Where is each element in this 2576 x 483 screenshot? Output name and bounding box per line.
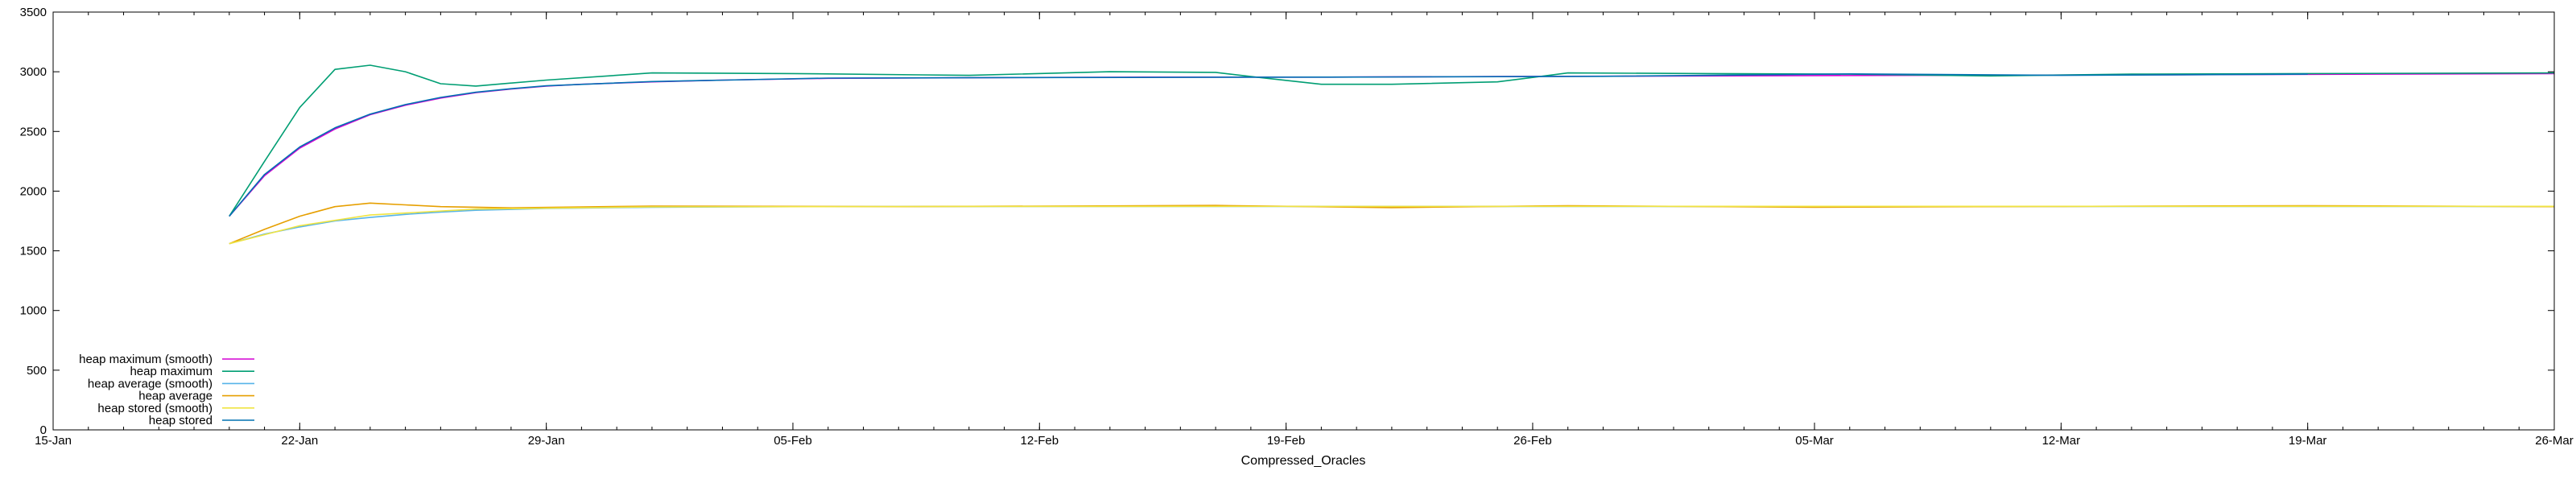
x-tick-label: 12-Mar bbox=[2042, 434, 2081, 448]
legend-label: heap maximum bbox=[130, 365, 213, 378]
x-axis-title: Compressed_Oracles bbox=[1241, 454, 1366, 468]
legend-label: heap stored bbox=[149, 414, 213, 427]
y-tick-label: 2500 bbox=[20, 125, 47, 138]
y-tick-label: 500 bbox=[27, 364, 47, 378]
x-tick-label: 05-Mar bbox=[1795, 434, 1834, 448]
legend-label: heap stored (smooth) bbox=[97, 402, 213, 415]
x-tick-label: 26-Feb bbox=[1513, 434, 1552, 448]
series-line-heap-average-smooth- bbox=[229, 205, 2554, 245]
x-tick-label: 29-Jan bbox=[528, 434, 565, 448]
x-tick-label: 22-Jan bbox=[281, 434, 318, 448]
x-tick-label: 26-Mar bbox=[2535, 434, 2574, 448]
x-tick-label: 12-Feb bbox=[1021, 434, 1059, 448]
legend-label: heap average bbox=[138, 390, 213, 403]
x-tick-label: 15-Jan bbox=[35, 434, 72, 448]
series-line-heap-maximum-smooth- bbox=[229, 72, 2555, 217]
y-tick-label: 1500 bbox=[20, 245, 47, 258]
legend-label: heap average (smooth) bbox=[88, 377, 213, 390]
y-tick-label: 1000 bbox=[20, 304, 47, 318]
y-tick-label: 0 bbox=[40, 423, 47, 437]
series-layer bbox=[229, 64, 2555, 245]
series-line-heap-stored-smooth- bbox=[229, 205, 2555, 245]
x-tick-label: 19-Feb bbox=[1267, 434, 1306, 448]
x-axis: 15-Jan 22-Jan 29-Jan 05-Feb 12-Feb 19-Feb 26-F… bbox=[35, 12, 2574, 448]
series-line-heap-stored bbox=[229, 73, 2308, 217]
plot-frame bbox=[52, 11, 2555, 431]
y-axis: 0 500 1000 1500 2000 2500 3000 3500 bbox=[20, 6, 2554, 437]
y-tick-label: 2000 bbox=[20, 184, 47, 198]
y-tick-label: 3000 bbox=[20, 65, 47, 79]
x-tick-label: 05-Feb bbox=[774, 434, 812, 448]
y-tick-label: 3500 bbox=[20, 6, 47, 19]
series-line-heap-maximum bbox=[229, 64, 2555, 217]
series-line-heap-average bbox=[229, 202, 2555, 245]
legend-label: heap maximum (smooth) bbox=[79, 353, 213, 366]
x-tick-label: 19-Mar bbox=[2289, 434, 2327, 448]
